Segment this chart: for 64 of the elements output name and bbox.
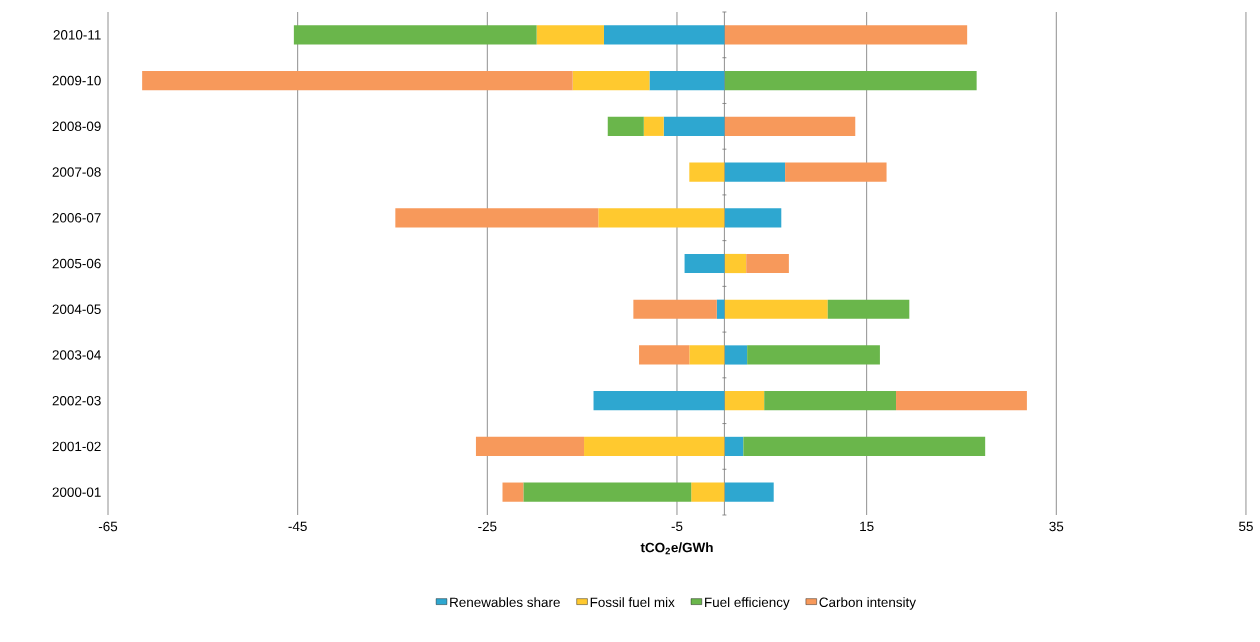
- y-tick-label: 2009-10: [52, 75, 101, 86]
- bar: [607, 116, 644, 136]
- x-tick-label: 55: [1239, 521, 1253, 532]
- y-tick-label: 2007-08: [52, 167, 101, 177]
- bar: [475, 436, 585, 457]
- bar: [649, 70, 725, 91]
- bar: [603, 25, 725, 45]
- y-tick-label: 2000-01: [52, 487, 101, 497]
- bar: [716, 299, 725, 319]
- legend-label: Fuel efficiency: [705, 597, 790, 610]
- bar: [764, 391, 897, 411]
- bar: [724, 116, 856, 136]
- bar: [724, 482, 774, 502]
- bar: [724, 70, 977, 91]
- bar: [689, 345, 725, 365]
- bar: [502, 482, 524, 502]
- bar: [724, 345, 748, 365]
- bar: [743, 436, 986, 457]
- bar: [724, 299, 828, 319]
- legend-label: Renewables share: [450, 597, 560, 608]
- bar: [724, 436, 744, 457]
- bar: [639, 345, 690, 365]
- bar: [523, 482, 692, 502]
- bar: [724, 253, 747, 274]
- bar: [785, 162, 887, 182]
- y-tick-label: 2005-06: [52, 258, 101, 269]
- x-tick-label: 35: [1049, 521, 1064, 532]
- bar: [684, 253, 725, 274]
- text: tCO$_{2}$e/GWh: [640, 542, 713, 555]
- bar: [746, 253, 789, 274]
- bar: [747, 345, 880, 365]
- bar: [572, 70, 650, 91]
- x-tick-label: 15: [860, 521, 874, 532]
- y-tick-label: 2008-09: [52, 121, 101, 132]
- bar: [724, 25, 968, 45]
- y-tick-label: 2002-03: [52, 395, 101, 406]
- y-tick-label: 2001-02: [52, 441, 101, 452]
- bar: [724, 208, 782, 228]
- y-tick-label: 2010-11: [53, 30, 101, 40]
- bar: [584, 436, 725, 457]
- bar: [724, 391, 765, 411]
- y-tick-label: 2003-04: [52, 350, 101, 360]
- bar: [827, 299, 910, 319]
- y-tick-label: 2004-05: [52, 304, 101, 314]
- x-tick-label: -45: [288, 521, 307, 532]
- y-tick-label: 2006-07: [52, 213, 101, 223]
- bar: [689, 162, 725, 182]
- bar: [724, 162, 786, 182]
- bar: [536, 25, 604, 45]
- bar: [293, 25, 537, 45]
- bar: [598, 208, 725, 228]
- bar: [663, 116, 725, 136]
- legend-label: Fossil fuel mix: [590, 597, 675, 608]
- x-tick-label: -5: [671, 521, 683, 532]
- bar: [633, 299, 717, 319]
- x-tick-label: -65: [98, 521, 118, 532]
- x-tick-label: -25: [478, 521, 497, 532]
- legend-label: Carbon intensity: [819, 597, 916, 610]
- bar: [142, 70, 573, 91]
- bar: [395, 208, 599, 228]
- bar: [691, 482, 725, 502]
- bar: [643, 116, 664, 136]
- bar: [896, 391, 1027, 411]
- bar: [593, 391, 725, 411]
